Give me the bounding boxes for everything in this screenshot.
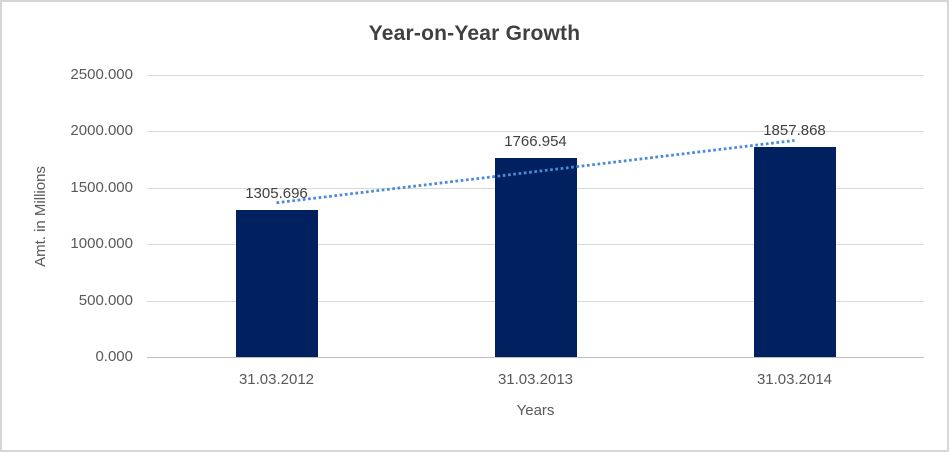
- bar: [235, 209, 318, 357]
- x-tick-label: 31.03.2014: [756, 371, 833, 388]
- bar-data-label: 1305.696: [245, 184, 308, 202]
- trendline: [276, 139, 795, 205]
- chart-title: Year-on-Year Growth: [368, 22, 581, 45]
- y-tick-label: 1000.000: [70, 235, 133, 253]
- y-axis-tick-labels: 0.000 500.000 1000.000 1500.000 2000.000 2500…: [2, 66, 133, 365]
- x-axis-tick-labels: 31.03.2012 31.03.2013 31.03.2014: [2, 370, 947, 390]
- bar-data-label: 1766.954: [504, 132, 567, 150]
- x-axis-title: Years: [516, 402, 555, 419]
- trendline-dotted-line: [276, 139, 795, 205]
- gridline: [147, 75, 924, 76]
- x-tick-label: 31.03.2013: [497, 371, 574, 388]
- gridline: [147, 131, 924, 133]
- y-tick-label: 0.000: [95, 348, 133, 365]
- x-axis-line: [147, 357, 924, 358]
- plot-area: 1305.696 1766.954 1857.868: [147, 75, 924, 358]
- y-tick-label: 2000.000: [70, 122, 133, 140]
- x-tick-label: 31.03.2012: [238, 371, 315, 388]
- y-tick-label: 500.000: [78, 291, 133, 309]
- bar: [753, 147, 836, 357]
- bar: [494, 157, 577, 357]
- y-tick-label: 1500.000: [70, 178, 133, 196]
- y-tick-label: 2500.000: [70, 66, 133, 83]
- bar-data-label: 1857.868: [763, 122, 826, 140]
